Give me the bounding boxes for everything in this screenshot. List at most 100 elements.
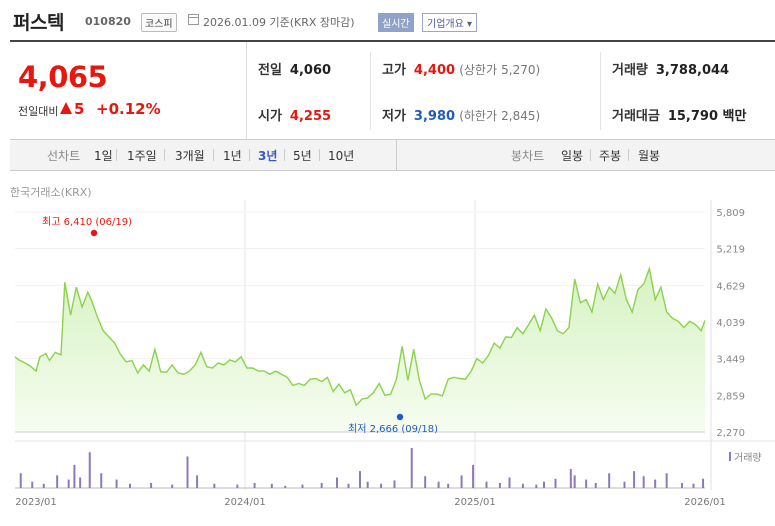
low-price: 저가 3,980 (하한가 2,845) xyxy=(382,105,540,124)
high-annotation: 최고 6,410 (06/19) xyxy=(42,216,132,228)
tab-section-divider xyxy=(396,140,397,170)
change-label: 전일대비 xyxy=(18,105,59,118)
tab-period-active[interactable]: 3년 xyxy=(258,149,278,163)
high-price: 고가 4,400 (상한가 5,270) xyxy=(382,59,540,78)
volume-bar xyxy=(437,481,440,488)
volume-bar xyxy=(472,464,475,488)
volume-bar xyxy=(196,475,199,488)
prev-close-value: 4,060 xyxy=(289,63,332,78)
tab-divider xyxy=(319,149,320,161)
volume-bar xyxy=(623,481,626,488)
volume-legend: 거래량 xyxy=(734,452,762,464)
volume-bar xyxy=(543,481,545,488)
volume-bar xyxy=(460,475,463,488)
company-overview-dropdown[interactable]: 기업개요 ▾ xyxy=(422,13,477,32)
lower-limit-label: (하한가 xyxy=(459,109,497,123)
quote-stats: 전일 4,060 시가 4,255 고가 4,400 (상한가 5,270) 저가 3,… xyxy=(246,42,775,139)
amount-label: 거래대금 xyxy=(612,109,660,124)
low-annotation: 최저 2,666 (09/18) xyxy=(348,423,438,435)
volume-bar xyxy=(633,471,636,488)
stats-divider xyxy=(370,52,371,130)
open-value: 4,255 xyxy=(289,109,332,124)
volume-bar xyxy=(19,473,22,488)
high-value: 4,400 xyxy=(413,63,456,78)
change-percent: +0.12% xyxy=(96,100,161,118)
tab-period[interactable]: 1일 xyxy=(94,149,113,163)
volume-bar xyxy=(521,483,524,488)
prev-close-label: 전일 xyxy=(258,63,282,78)
tab-divider xyxy=(116,149,117,161)
tab-period[interactable]: 1주일 xyxy=(127,149,157,163)
tab-candle[interactable]: 일봉 xyxy=(561,149,584,163)
x-tick-label: 2025/01 xyxy=(454,497,496,508)
volume-bar xyxy=(359,471,361,488)
volume-bar xyxy=(336,477,338,488)
volume-bar xyxy=(380,483,383,488)
y-tick-label: 5,219 xyxy=(716,245,745,256)
tab-period[interactable]: 3개월 xyxy=(175,149,205,163)
volume-bar xyxy=(186,456,189,488)
volume-bar xyxy=(253,482,256,488)
realtime-button[interactable]: 실시간 xyxy=(378,13,414,32)
volume-bar xyxy=(56,475,59,488)
candle-chart-label: 봉차트 xyxy=(511,149,545,163)
chart-tabs: 선차트 1일 1주일 3개월 1년 3년 5년 10년 봉차트 일봉 주봉 월봉 xyxy=(10,139,775,171)
volume-bar xyxy=(236,484,239,488)
tab-candle[interactable]: 주봉 xyxy=(599,149,622,163)
y-tick-label: 4,039 xyxy=(716,318,745,329)
tab-divider xyxy=(284,149,285,161)
tab-period[interactable]: 10년 xyxy=(328,149,355,163)
tab-candle[interactable]: 월봉 xyxy=(638,149,661,163)
lower-limit-value: 2,845) xyxy=(501,109,541,123)
y-tick-label: 2,859 xyxy=(716,391,745,402)
volume-bar xyxy=(347,483,350,488)
volume-bar xyxy=(585,479,588,488)
volume-bar xyxy=(424,476,427,488)
volume-bar xyxy=(88,452,91,488)
stock-name: 퍼스텍 xyxy=(13,12,64,34)
volume-bar xyxy=(270,483,273,488)
volume-bar xyxy=(681,482,683,488)
volume-bar xyxy=(42,483,45,488)
volume-bar xyxy=(115,479,118,488)
x-tick-label: 2024/01 xyxy=(224,497,266,508)
calendar-icon xyxy=(188,14,199,25)
x-tick-label: 2026/01 xyxy=(684,497,726,508)
volume-bar xyxy=(79,477,82,488)
volume-value: 3,788,044 xyxy=(655,63,730,78)
upper-limit-label: (상한가 xyxy=(459,63,497,77)
market-badge: 코스피 xyxy=(141,13,177,32)
high-label: 고가 xyxy=(382,63,406,78)
volume-bar xyxy=(508,477,511,488)
y-tick-label: 4,629 xyxy=(716,281,745,292)
source-label: 한국거래소(KRX) xyxy=(10,186,92,199)
tab-period[interactable]: 5년 xyxy=(293,149,312,163)
volume-bar xyxy=(535,484,538,488)
tab-divider xyxy=(164,149,165,161)
volume-bar xyxy=(702,478,705,488)
high-point xyxy=(90,229,98,237)
stats-divider xyxy=(600,52,601,130)
volume-bar xyxy=(498,482,501,488)
y-tick-label: 3,449 xyxy=(716,355,745,366)
volume-bar xyxy=(692,483,695,488)
tab-period[interactable]: 1년 xyxy=(223,149,242,163)
date-text: 2026.01.09 기준(KRX 장마감) xyxy=(203,16,355,29)
volume-bar xyxy=(100,473,103,488)
tab-divider xyxy=(213,149,214,161)
volume-bar xyxy=(213,483,216,488)
volume-bar xyxy=(485,481,488,488)
y-tick-label: 5,809 xyxy=(716,208,745,219)
volume-bar xyxy=(171,484,174,488)
volume-bar xyxy=(73,464,76,488)
tab-divider xyxy=(249,149,250,161)
volume-bar xyxy=(447,483,450,488)
header-divider xyxy=(10,40,775,42)
amount-value: 15,790 백만 xyxy=(667,109,747,124)
volume-bar xyxy=(284,485,287,488)
tab-divider xyxy=(590,149,591,161)
trade-amount: 거래대금 15,790 백만 xyxy=(612,105,746,124)
volume: 거래량 3,788,044 xyxy=(612,59,729,78)
volume-bar xyxy=(665,473,668,488)
